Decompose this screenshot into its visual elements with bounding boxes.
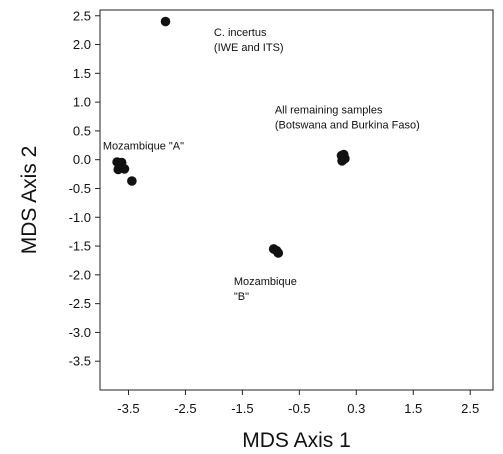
y-tick-label: -3.5	[69, 354, 91, 369]
annotation-line: "B"	[234, 291, 249, 303]
annotation-label: Mozambique "A"	[103, 140, 184, 152]
y-tick-label: -0.5	[69, 181, 91, 196]
y-tick-label: -2.0	[69, 267, 91, 282]
x-tick-label: 1.5	[404, 401, 422, 416]
y-tick-label: -1.5	[69, 239, 91, 254]
data-point	[119, 164, 130, 174]
y-tick-label: 0.5	[73, 123, 91, 138]
x-tick-label: 2.5	[461, 401, 479, 416]
data-point	[127, 176, 137, 186]
y-tick-label: -3.0	[69, 325, 91, 340]
annotation-label: C. incertus (IWE and ITS)	[214, 27, 284, 54]
data-point	[160, 16, 171, 27]
annotation-line: (Botswana and Burkina Faso)	[275, 120, 420, 132]
x-tick-label: 0.3	[347, 401, 365, 416]
annotation-line: All remaining samples	[275, 105, 383, 117]
data-point	[273, 248, 284, 258]
y-tick-label: 2.5	[73, 8, 91, 23]
y-tick-label: 1.0	[73, 95, 91, 110]
y-tick-label: 0.0	[73, 152, 91, 167]
x-tick-label: -2.5	[174, 401, 196, 416]
cluster-annotations: C. incertus (IWE and ITS) All remaining sa…	[103, 27, 420, 303]
annotation-label: All remaining samples (Botswana and Burki…	[275, 105, 420, 132]
y-tick-label: 1.5	[73, 66, 91, 81]
annotation-line: Mozambique "A"	[103, 140, 184, 152]
x-tick-label: -0.5	[288, 401, 310, 416]
plot-frame	[99, 9, 494, 391]
annotation-line: C. incertus	[214, 27, 267, 39]
y-axis-ticks: 2.5 2.0 1.5 1.0 0.5 0.0 -0.5 -1.0 -1.5 -2.0 -2.5 -3…	[69, 8, 100, 369]
annotation-line: Mozambique	[234, 276, 297, 288]
data-point	[338, 154, 349, 165]
data-points	[112, 16, 350, 258]
x-axis-title: MDS Axis 1	[242, 429, 351, 452]
x-tick-label: -3.5	[117, 401, 139, 416]
annotation-line: (IWE and ITS)	[214, 42, 284, 54]
y-tick-label: -2.5	[69, 296, 91, 311]
x-axis-ticks: -3.5 -2.5 -1.5 -0.5 0.3 1.5 2.5	[117, 390, 479, 416]
y-tick-label: -1.0	[69, 210, 91, 225]
y-tick-label: 2.0	[73, 37, 91, 52]
y-axis-title: MDS Axis 2	[18, 146, 41, 255]
annotation-label: Mozambique "B"	[234, 276, 297, 303]
x-tick-label: -1.5	[231, 401, 253, 416]
